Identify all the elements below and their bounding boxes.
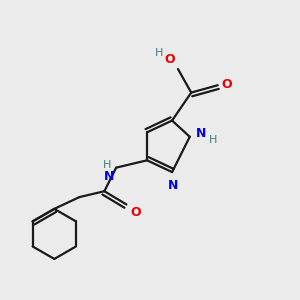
Text: N: N (168, 179, 179, 192)
Text: O: O (221, 78, 232, 91)
Text: H: H (103, 160, 111, 170)
Text: H: H (155, 48, 163, 58)
Text: N: N (103, 170, 114, 183)
Text: H: H (209, 135, 217, 145)
Text: N: N (196, 127, 207, 140)
Text: O: O (130, 206, 141, 219)
Text: O: O (164, 53, 175, 66)
